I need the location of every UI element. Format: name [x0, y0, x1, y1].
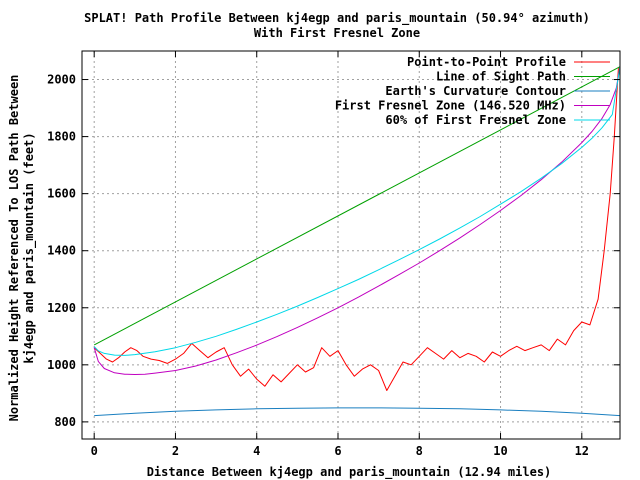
y-axis-label-line-2: kj4egp and paris_mountain (feet) — [22, 132, 37, 363]
legend-label: 60% of First Fresnel Zone — [385, 113, 566, 127]
y-tick-label: 1000 — [47, 358, 76, 372]
legend-label: Earth's Curvature Contour — [385, 84, 566, 98]
x-tick-label: 10 — [493, 444, 507, 458]
y-axis-label-line-1: Normalized Height Referenced To LOS Path… — [7, 75, 21, 422]
x-tick-label: 2 — [172, 444, 179, 458]
y-tick-label: 1800 — [47, 130, 76, 144]
y-tick-label: 800 — [54, 415, 76, 429]
x-tick-label: 12 — [575, 444, 589, 458]
axis-ticks: 0 2 4 6 8 10 12 800 1000 1200 1400 1600 1800 2000 — [47, 51, 620, 458]
legend-label: First Fresnel Zone (146.520 MHz) — [335, 99, 566, 113]
series-line-earth-s-curvature-contour — [94, 407, 621, 417]
series-line-60-of-first-fresnel-zone — [93, 66, 621, 356]
series-line-point-to-point-profile — [93, 68, 619, 391]
y-tick-label: 1600 — [47, 187, 76, 201]
plot-frame — [81, 50, 621, 440]
series-line-first-fresnel-zone-146-520-mhz — [93, 66, 621, 375]
series-line-line-of-sight-path — [93, 66, 621, 346]
x-tick-label: 8 — [416, 444, 423, 458]
plot-series — [93, 66, 621, 417]
x-tick-label: 6 — [334, 444, 341, 458]
legend-label: Point-to-Point Profile — [407, 55, 566, 69]
x-tick-label: 0 — [91, 444, 98, 458]
legend-label: Line of Sight Path — [436, 70, 566, 84]
chart-title: SPLAT! Path Profile Between kj4egp and p… — [84, 11, 590, 26]
x-tick-label: 4 — [253, 444, 260, 458]
y-tick-label: 2000 — [47, 73, 76, 87]
x-axis-label: Distance Between kj4egp and paris_mounta… — [147, 465, 552, 480]
y-tick-label: 1400 — [47, 244, 76, 258]
y-tick-label: 1200 — [47, 301, 76, 315]
chart-subtitle: With First Fresnel Zone — [254, 26, 420, 40]
